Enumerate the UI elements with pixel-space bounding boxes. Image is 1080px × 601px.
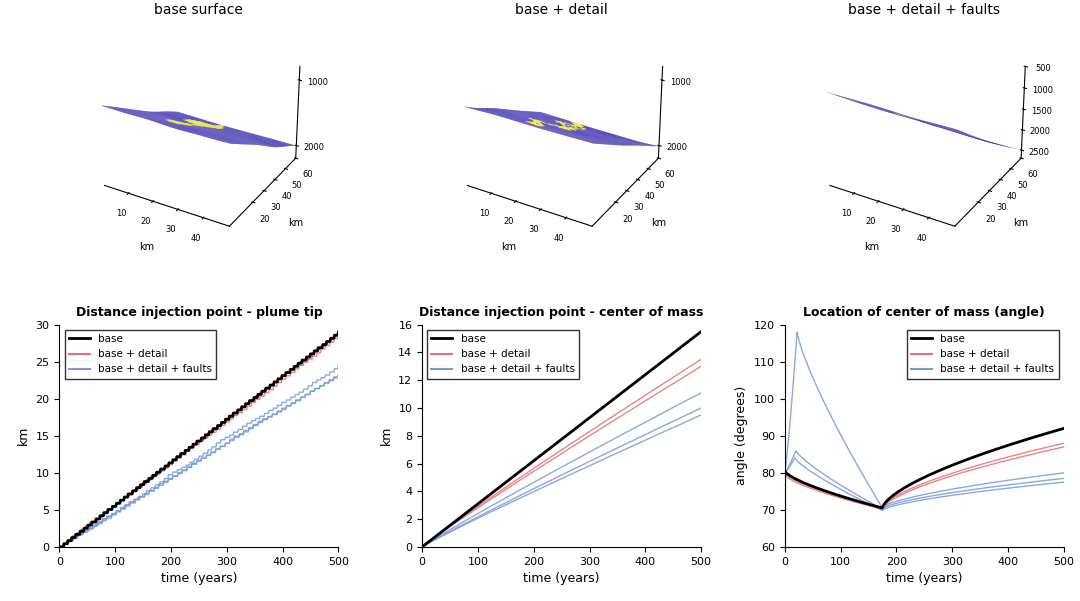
Y-axis label: km: km — [17, 426, 30, 445]
Y-axis label: km: km — [1013, 218, 1028, 228]
Title: Location of center of mass (angle): Location of center of mass (angle) — [804, 307, 1045, 319]
X-axis label: time (years): time (years) — [161, 572, 238, 585]
Y-axis label: km: km — [288, 218, 303, 228]
Title: Distance injection point - plume tip: Distance injection point - plume tip — [76, 307, 322, 319]
Legend: base, base + detail, base + detail + faults: base, base + detail, base + detail + fau… — [428, 330, 579, 379]
Y-axis label: km: km — [380, 426, 393, 445]
X-axis label: km: km — [501, 242, 516, 252]
Title: Distance injection point - center of mass: Distance injection point - center of mas… — [419, 307, 704, 319]
Y-axis label: km: km — [650, 218, 665, 228]
Title: base surface: base surface — [154, 3, 243, 17]
X-axis label: time (years): time (years) — [886, 572, 962, 585]
Legend: base, base + detail, base + detail + faults: base, base + detail, base + detail + fau… — [65, 330, 216, 379]
Y-axis label: angle (degrees): angle (degrees) — [735, 386, 748, 486]
X-axis label: km: km — [864, 242, 879, 252]
Title: base + detail + faults: base + detail + faults — [848, 3, 1000, 17]
Legend: base, base + detail, base + detail + faults: base, base + detail, base + detail + fau… — [907, 330, 1058, 379]
X-axis label: time (years): time (years) — [524, 572, 599, 585]
Title: base + detail: base + detail — [515, 3, 608, 17]
X-axis label: km: km — [138, 242, 153, 252]
